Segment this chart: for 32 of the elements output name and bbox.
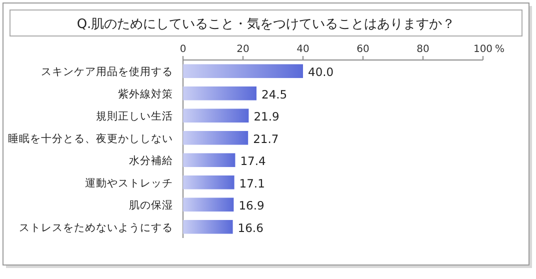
bar [183,130,248,145]
y-tick-label: スキンケア用品を使用する [41,66,173,78]
data-label: 17.1 [239,176,265,190]
bar [183,108,249,123]
bar [183,220,233,234]
x-tick-label: 20 [236,44,250,55]
y-tick-label: 運動やストレッチ [85,177,173,190]
x-tick-label: 100 [473,44,493,55]
data-label: 16.6 [238,220,264,235]
y-tick-label: 紫外線対策 [118,87,173,100]
data-label: 17.4 [240,154,266,168]
y-tick-label: ストレスをためないようにする [19,222,173,234]
y-tick-label: 睡眠を十分とる、夜更かししない [8,132,173,145]
x-tick-label: 0 [180,44,186,55]
chart-title: Q.肌のためにしていること・気をつけていることはありますか？ [76,17,456,32]
bar [183,198,234,212]
bar [183,175,234,190]
y-tick-label: 肌の保湿 [129,200,173,212]
data-label: 21.9 [254,110,280,124]
data-label: 16.9 [238,198,264,213]
data-label: 40.0 [308,65,334,80]
data-label: 24.5 [262,87,288,102]
bar [183,64,303,78]
bar [183,153,236,168]
bar [183,86,256,100]
data-label: 21.7 [253,132,279,146]
x-tick-label: 80 [416,44,430,55]
y-tick-label: 規則正しい生活 [96,110,173,123]
x-axis-title: % [495,44,505,55]
x-tick-label: 40 [296,44,310,55]
y-tick-label: 水分補給 [129,154,173,168]
x-tick-label: 60 [356,44,370,55]
